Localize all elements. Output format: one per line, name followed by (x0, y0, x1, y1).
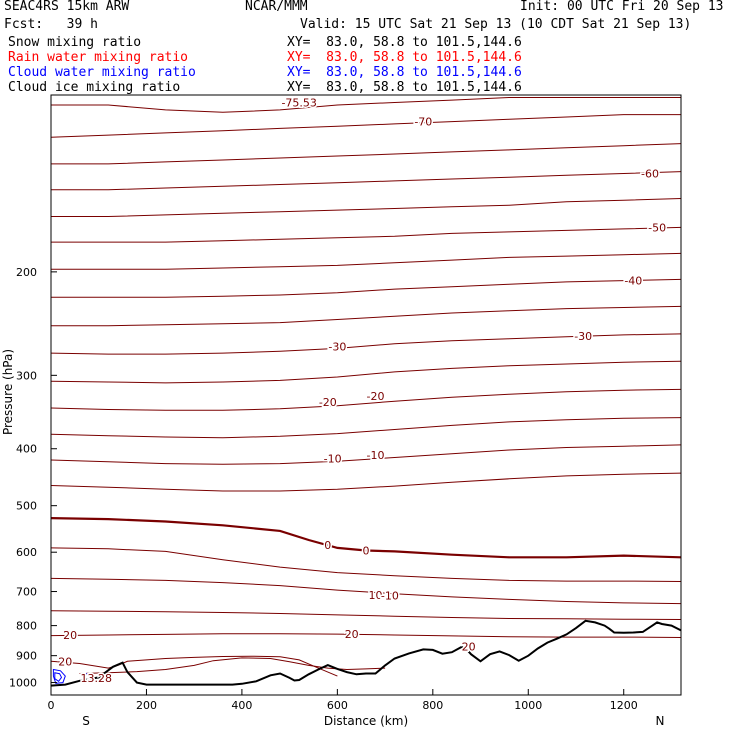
isotherm-line (51, 143, 682, 165)
x-tick-label: 600 (327, 699, 348, 712)
contour-label: 13.28 (81, 672, 113, 685)
contour-labels: -75.53 -70 -60 -50 -40 -30 -30 -20 -20 -10 -10 0 0 10… (57, 95, 668, 686)
isotherm-line (50, 547, 682, 582)
isotherm-line (51, 226, 682, 243)
isotherm-line (51, 305, 682, 327)
isotherm-line (50, 517, 682, 559)
legend-xy-snow: XY= 83.0, 58.8 to 101.5,144.6 (287, 35, 522, 50)
isotherm-line (51, 252, 682, 270)
x-tick-label: 1000 (514, 699, 542, 712)
x-tick-label: 400 (231, 699, 252, 712)
cloud-water-contour (54, 672, 63, 682)
isotherm-line (50, 360, 682, 384)
isotherm-line (51, 171, 682, 191)
y-axis-ticks: 200 300 400 500 600 700 800 900 1000 (9, 266, 57, 690)
contour-label: 0 (324, 539, 331, 552)
x-axis-ticks: 0 200 400 600 800 1000 1200 (48, 689, 638, 712)
y-tick-label: 600 (16, 546, 37, 559)
isotherm-line (50, 472, 682, 492)
x-axis-title: Distance (km) (324, 714, 408, 728)
plot-frame (50, 94, 682, 696)
isotherm-line (50, 333, 682, 355)
legend-label-cloud-water: Cloud water mixing ratio (8, 65, 196, 80)
init-time: Init: 00 UTC Fri 20 Sep 13 (520, 0, 724, 14)
terrain-profile (50, 619, 682, 687)
y-axis-title: Pressure (hPa) (1, 349, 15, 435)
organization: NCAR/MMM (245, 0, 308, 14)
contour-label: 10 (369, 589, 383, 602)
y-tick-label: 300 (16, 369, 37, 382)
y-tick-label: 400 (16, 443, 37, 456)
forecast-hour: Fcst: 39 h (4, 17, 98, 32)
contour-label: -60 (641, 168, 659, 181)
isotherm-line (51, 278, 682, 298)
legend-label-rain: Rain water mixing ratio (8, 50, 189, 65)
contour-label: 0 (363, 545, 370, 558)
contour-label: 20 (462, 640, 476, 653)
x-tick-label: 200 (136, 699, 157, 712)
contour-label: -40 (624, 275, 642, 288)
contour-label: -10 (381, 590, 399, 603)
x-tick-label: 0 (48, 699, 55, 712)
contour-label: -30 (328, 341, 346, 354)
y-tick-label: 700 (16, 586, 37, 599)
contour-label: 20 (63, 629, 77, 642)
isotherm-line (50, 577, 682, 605)
contour-label: -50 (648, 221, 666, 234)
isotherm-line (50, 633, 682, 638)
contour-label: -10 (324, 453, 342, 466)
contour-label: -30 (574, 330, 592, 343)
y-tick-label: 800 (16, 620, 37, 633)
contour-label: 20 (345, 628, 359, 641)
contour-label: -75.53 (281, 97, 316, 110)
model-title: SEAC4RS 15km ARW (4, 0, 130, 14)
legend-label-cloud-ice: Cloud ice mixing ratio (8, 80, 181, 95)
valid-time: Valid: 15 UTC Sat 21 Sep 13 (10 CDT Sat … (300, 17, 692, 32)
isotherm-line (50, 417, 682, 439)
x-endpoint-south: S (82, 714, 90, 728)
legend-xy-rain: XY= 83.0, 58.8 to 101.5,144.6 (287, 50, 522, 65)
isotherm-line (50, 610, 682, 620)
x-tick-label: 800 (422, 699, 443, 712)
y-tick-label: 900 (16, 650, 37, 663)
isotherm-line (50, 388, 682, 411)
y-tick-label: 500 (16, 500, 37, 513)
plot-background (51, 95, 681, 695)
contour-label: -20 (319, 396, 337, 409)
contour-label: -20 (367, 390, 385, 403)
legend-xy-cloud-ice: XY= 83.0, 58.8 to 101.5,144.6 (287, 80, 522, 95)
y-tick-label: 200 (16, 266, 37, 279)
cloud-water-contours (52, 668, 95, 684)
isotherm-line (50, 114, 681, 138)
cloud-water-contour (52, 668, 66, 684)
isotherm-line (50, 655, 338, 677)
contour-label: -10 (367, 449, 385, 462)
legend-label-snow: Snow mixing ratio (8, 35, 142, 50)
cloud-water-contour (83, 672, 95, 682)
legend-xy-cloud-water: XY= 83.0, 58.8 to 101.5,144.6 (287, 65, 522, 80)
isotherm-line (51, 97, 681, 113)
isotherm-line (79, 657, 386, 674)
isotherm-line (50, 444, 682, 465)
contour-label: 20 (58, 655, 72, 668)
x-tick-label: 1200 (610, 699, 638, 712)
isotherm-contours (50, 97, 682, 677)
y-tick-label: 1000 (9, 677, 37, 690)
x-endpoint-north: N (656, 714, 665, 728)
contour-label: -70 (414, 116, 432, 129)
terrain-line (50, 619, 682, 687)
isotherm-line (51, 198, 682, 217)
